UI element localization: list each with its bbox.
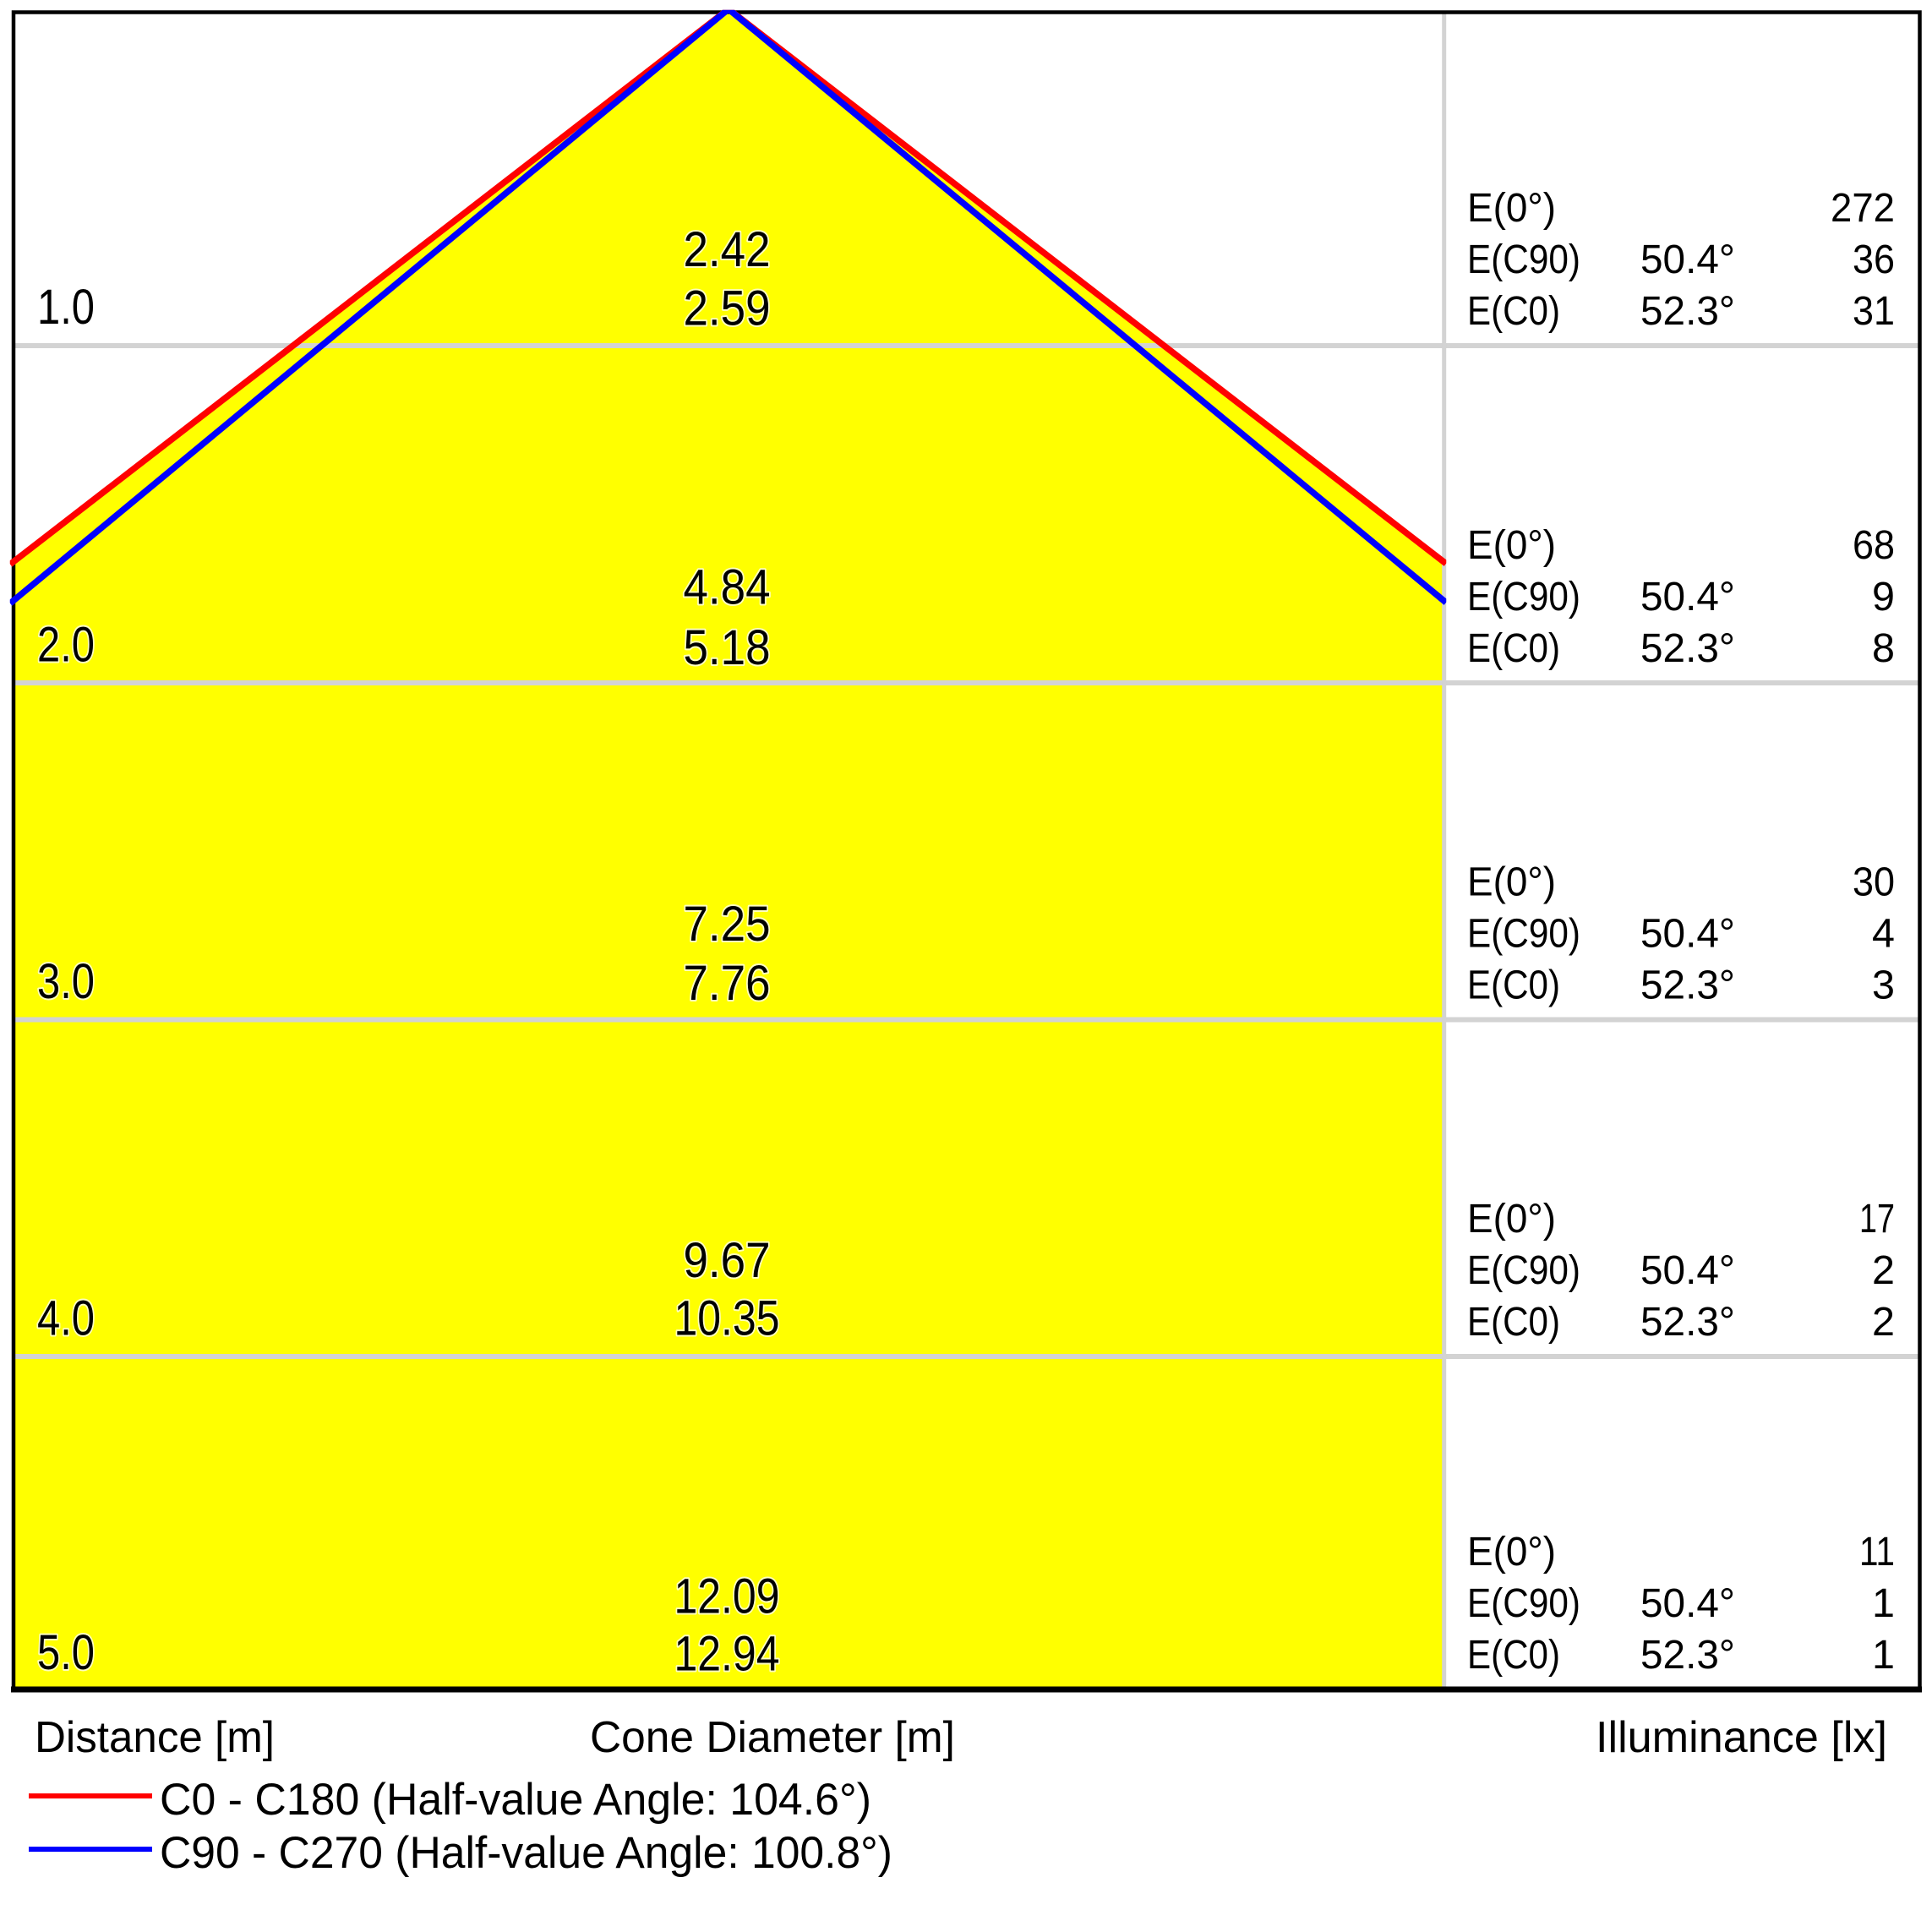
svg-text:2.42: 2.42 <box>684 222 771 277</box>
svg-text:9.67: 9.67 <box>684 1233 771 1288</box>
svg-text:50.4°: 50.4° <box>1640 574 1735 619</box>
svg-text:E(0°): E(0°) <box>1467 1529 1556 1575</box>
svg-text:36: 36 <box>1853 237 1895 282</box>
svg-text:2.0: 2.0 <box>37 618 95 673</box>
svg-text:E(C90): E(C90) <box>1467 1580 1580 1626</box>
svg-text:E(C0): E(C0) <box>1467 963 1560 1008</box>
svg-text:68: 68 <box>1853 522 1895 568</box>
svg-text:52.3°: 52.3° <box>1640 1299 1735 1345</box>
svg-text:52.3°: 52.3° <box>1640 963 1735 1008</box>
svg-text:4.0: 4.0 <box>37 1291 95 1346</box>
svg-text:E(C0): E(C0) <box>1467 1632 1560 1678</box>
svg-text:50.4°: 50.4° <box>1640 1580 1735 1626</box>
svg-text:E(C90): E(C90) <box>1467 237 1580 282</box>
svg-text:2.59: 2.59 <box>684 281 771 336</box>
svg-text:50.4°: 50.4° <box>1640 237 1735 282</box>
svg-text:5.18: 5.18 <box>684 620 771 675</box>
svg-text:3: 3 <box>1872 963 1895 1008</box>
svg-text:E(C90): E(C90) <box>1467 574 1580 619</box>
svg-text:C0 - C180 (Half-value Angle: 1: C0 - C180 (Half-value Angle: 104.6°) <box>160 1775 871 1825</box>
svg-text:1: 1 <box>1872 1580 1895 1626</box>
svg-text:1: 1 <box>1872 1632 1895 1678</box>
svg-text:7.25: 7.25 <box>684 897 771 952</box>
svg-text:50.4°: 50.4° <box>1640 1247 1735 1293</box>
svg-text:8: 8 <box>1872 625 1895 671</box>
svg-text:31: 31 <box>1853 288 1895 334</box>
svg-text:Illuminance [lx]: Illuminance [lx] <box>1596 1713 1887 1762</box>
svg-text:17: 17 <box>1859 1196 1895 1242</box>
svg-text:9: 9 <box>1872 574 1895 619</box>
svg-text:E(0°): E(0°) <box>1467 1196 1556 1242</box>
svg-text:4: 4 <box>1872 911 1895 957</box>
svg-text:E(0°): E(0°) <box>1467 185 1556 231</box>
svg-text:C90 - C270 (Half-value Angle:: C90 - C270 (Half-value Angle: 100.8°) <box>160 1828 892 1878</box>
svg-text:2: 2 <box>1872 1299 1895 1345</box>
svg-text:12.09: 12.09 <box>674 1569 780 1624</box>
svg-text:Cone Diameter [m]: Cone Diameter [m] <box>590 1713 955 1762</box>
svg-text:E(C0): E(C0) <box>1467 1299 1560 1345</box>
svg-text:30: 30 <box>1853 860 1895 905</box>
svg-text:Distance [m]: Distance [m] <box>35 1713 275 1762</box>
svg-text:1.0: 1.0 <box>37 280 95 335</box>
svg-text:50.4°: 50.4° <box>1640 911 1735 957</box>
svg-text:3.0: 3.0 <box>37 954 95 1009</box>
svg-text:7.76: 7.76 <box>684 956 771 1011</box>
svg-text:12.94: 12.94 <box>674 1627 780 1682</box>
svg-text:272: 272 <box>1831 185 1895 231</box>
svg-text:52.3°: 52.3° <box>1640 288 1735 334</box>
svg-text:52.3°: 52.3° <box>1640 625 1735 671</box>
svg-text:E(C0): E(C0) <box>1467 288 1560 334</box>
svg-text:2: 2 <box>1872 1247 1895 1293</box>
svg-text:10.35: 10.35 <box>674 1291 780 1346</box>
svg-text:E(C90): E(C90) <box>1467 911 1580 957</box>
svg-text:52.3°: 52.3° <box>1640 1632 1735 1678</box>
svg-text:E(0°): E(0°) <box>1467 522 1556 568</box>
svg-text:11: 11 <box>1859 1529 1895 1575</box>
svg-text:E(C0): E(C0) <box>1467 625 1560 671</box>
svg-text:E(C90): E(C90) <box>1467 1247 1580 1293</box>
svg-text:4.84: 4.84 <box>684 560 771 615</box>
svg-text:E(0°): E(0°) <box>1467 860 1556 905</box>
svg-text:5.0: 5.0 <box>37 1625 95 1680</box>
